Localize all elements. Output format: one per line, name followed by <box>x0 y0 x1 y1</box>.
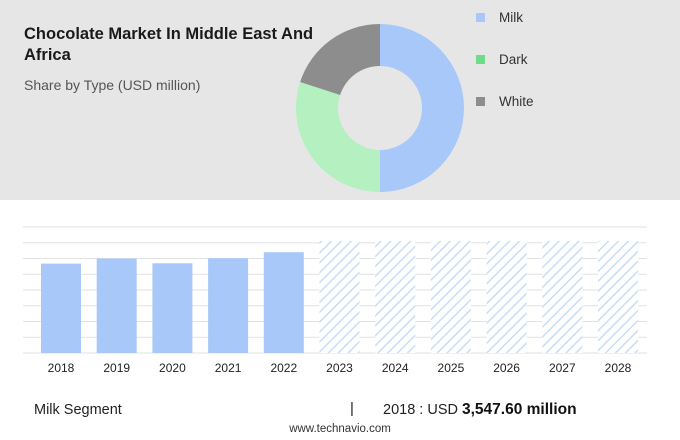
footer-value-amount: 3,547.60 million <box>462 401 577 418</box>
bar-chart: 2018 2019 2020 2021 2022 2023 2024 2025 2026 2027… <box>23 226 647 375</box>
x-tick-label: 2022 <box>270 361 297 375</box>
footer-year-label: 2018 : USD <box>383 402 458 418</box>
x-tick-label: 2018 <box>48 361 75 375</box>
legend-label-dark: Dark <box>499 52 528 67</box>
bar-2023 <box>319 240 360 353</box>
x-tick-label: 2023 <box>326 361 353 375</box>
legend-item-milk: Milk <box>476 10 523 25</box>
legend-swatch-white <box>476 97 485 106</box>
donut-slice-dark <box>296 82 380 192</box>
bar-2027 <box>542 240 583 353</box>
x-tick-label: 2026 <box>493 361 520 375</box>
bar-2028 <box>598 240 638 353</box>
bar-2025 <box>430 240 471 353</box>
donut-chart <box>296 24 464 192</box>
bar-2020 <box>152 263 193 353</box>
legend-swatch-milk <box>476 13 485 22</box>
legend-item-white: White <box>476 94 534 109</box>
bar-2019 <box>96 258 137 353</box>
legend-label-milk: Milk <box>499 10 523 25</box>
x-tick-label: 2028 <box>605 361 632 375</box>
legend-swatch-dark <box>476 55 485 64</box>
bar-2022 <box>263 252 304 353</box>
footer-value: 2018 : USD 3,547.60 million <box>383 401 577 419</box>
bar-2021 <box>208 258 249 353</box>
donut-slice-white <box>300 24 380 96</box>
x-tick-label: 2024 <box>382 361 409 375</box>
donut-slice-milk <box>380 24 464 192</box>
chart-subtitle: Share by Type (USD million) <box>24 77 201 93</box>
website-link[interactable]: www.technavio.com <box>289 423 391 435</box>
x-tick-label: 2021 <box>215 361 242 375</box>
x-tick-label: 2020 <box>159 361 186 375</box>
footer-separator: | <box>350 400 354 417</box>
bar-2026 <box>486 240 527 353</box>
x-tick-label: 2027 <box>549 361 576 375</box>
segment-label: Milk Segment <box>34 402 122 418</box>
legend-item-dark: Dark <box>476 52 528 67</box>
bar-2018 <box>41 263 81 353</box>
legend-label-white: White <box>499 94 534 109</box>
chart-title: Chocolate Market In Middle East And Afri… <box>24 25 314 64</box>
x-tick-label: 2025 <box>438 361 465 375</box>
bar-2024 <box>375 240 416 353</box>
x-tick-label: 2019 <box>103 361 130 375</box>
